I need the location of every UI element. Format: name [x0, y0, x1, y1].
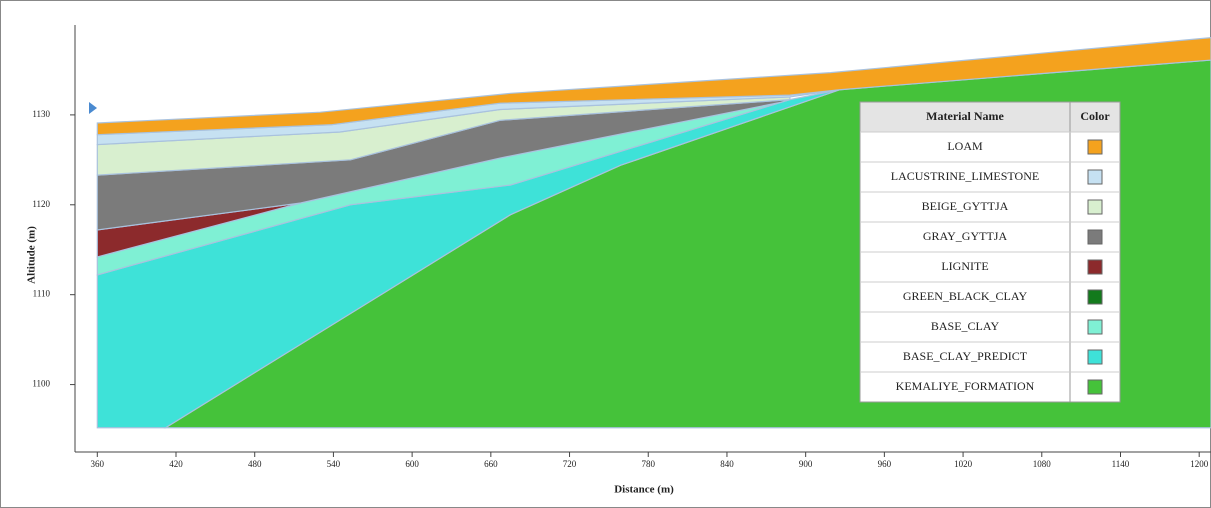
legend-swatch	[1088, 380, 1102, 394]
legend-swatch	[1088, 140, 1102, 154]
legend-label: LIGNITE	[941, 259, 988, 273]
x-tick-label: 1080	[1033, 459, 1052, 469]
x-tick-label: 1200	[1190, 459, 1209, 469]
y-tick-label: 1120	[32, 199, 50, 209]
x-tick-label: 660	[484, 459, 498, 469]
x-tick-label: 540	[327, 459, 341, 469]
x-tick-label: 420	[169, 459, 183, 469]
legend: Material Name Color LOAM LACUSTRINE_LIMESTO…	[860, 102, 1120, 402]
x-tick-label: 960	[878, 459, 892, 469]
chart: Distance (m) Altitude (m) Material Name C…	[0, 0, 1211, 508]
legend-swatch	[1088, 320, 1102, 334]
legend-header: Color	[1080, 109, 1110, 123]
legend-label: KEMALIYE_FORMATION	[896, 379, 1035, 393]
legend-swatch	[1088, 200, 1102, 214]
y-axis-title: Altitude (m)	[26, 226, 38, 284]
legend-label: LOAM	[947, 139, 983, 153]
legend-label: BASE_CLAY	[931, 319, 1000, 333]
x-tick-label: 1140	[1112, 459, 1130, 469]
x-tick-label: 480	[248, 459, 262, 469]
x-tick-label: 360	[91, 459, 105, 469]
legend-label: GRAY_GYTTJA	[923, 229, 1008, 243]
x-tick-label: 840	[720, 459, 734, 469]
x-tick-label: 900	[799, 459, 813, 469]
x-tick-label: 720	[563, 459, 577, 469]
legend-header: Material Name	[926, 109, 1004, 123]
legend-swatch	[1088, 290, 1102, 304]
y-tick-label: 1130	[32, 109, 50, 119]
legend-label: BEIGE_GYTTJA	[922, 199, 1009, 213]
legend-swatch	[1088, 350, 1102, 364]
legend-swatch	[1088, 170, 1102, 184]
legend-label: BASE_CLAY_PREDICT	[903, 349, 1028, 363]
x-axis-title: Distance (m)	[614, 484, 674, 496]
legend-swatch	[1088, 260, 1102, 274]
x-tick-label: 780	[641, 459, 655, 469]
y-tick-label: 1100	[32, 379, 50, 389]
legend-label: GREEN_BLACK_CLAY	[903, 289, 1028, 303]
y-tick-label: 1110	[33, 289, 51, 299]
x-tick-label: 1020	[954, 459, 973, 469]
x-tick-label: 600	[405, 459, 419, 469]
legend-label: LACUSTRINE_LIMESTONE	[891, 169, 1039, 183]
legend-swatch	[1088, 230, 1102, 244]
